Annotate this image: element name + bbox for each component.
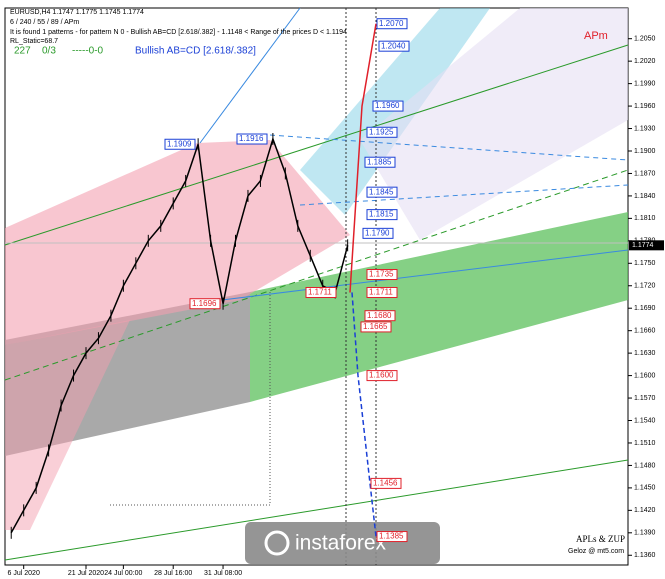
trend-line <box>269 134 629 161</box>
level-label: 1.1385 <box>379 532 404 541</box>
y-tick-label: 1.1630 <box>634 350 656 357</box>
trend-line <box>299 184 629 206</box>
level-label: 1.1960 <box>375 101 400 110</box>
level-label: 1.1680 <box>367 311 392 320</box>
x-tick-label: 31 Jul 08:00 <box>204 570 242 577</box>
current-price-box <box>629 240 664 251</box>
y-tick-label: 1.1900 <box>634 148 656 155</box>
level-label: 1.2040 <box>381 41 406 50</box>
level-label: 1.1735 <box>369 270 394 279</box>
level-label: 1.1696 <box>192 299 217 308</box>
status: Bullish AB=CD [2.618/.382] <box>135 46 256 57</box>
level-label: 1.1665 <box>363 322 388 331</box>
credit: APLs & ZUP <box>576 534 625 544</box>
logo-icon <box>264 530 290 556</box>
green-channel <box>250 212 628 402</box>
level-box <box>364 156 396 168</box>
level-box <box>362 227 394 239</box>
status: 0/3 <box>42 46 56 57</box>
trend-line <box>199 7 301 144</box>
y-tick-label: 1.1360 <box>634 552 656 559</box>
level-box <box>372 100 404 112</box>
level-label: 1.1815 <box>369 210 394 219</box>
y-tick-label: 1.1420 <box>634 507 656 514</box>
trend-line <box>221 249 629 301</box>
y-tick-label: 1.1480 <box>634 462 656 469</box>
y-tick-label: 1.2050 <box>634 36 656 43</box>
y-tick-label: 1.1870 <box>634 170 656 177</box>
level-box <box>236 133 268 145</box>
level-label: 1.1456 <box>373 479 398 488</box>
y-tick-label: 1.2020 <box>634 58 656 65</box>
level-label: 1.1925 <box>369 127 394 136</box>
level-label: 1.1916 <box>239 134 264 143</box>
level-box <box>364 310 396 322</box>
level-box <box>305 286 337 298</box>
level-box <box>366 269 398 281</box>
level-box <box>366 209 398 221</box>
current-price-label: 1.1774 <box>632 242 654 249</box>
trend-line <box>4 459 629 561</box>
header-line: RL_Static=68.7 <box>10 38 58 45</box>
level-box <box>366 126 398 138</box>
pattern-label: APm <box>584 30 608 42</box>
level-label: 1.2070 <box>379 19 404 28</box>
y-tick-label: 1.1450 <box>634 485 656 492</box>
x-tick-label: 21 Jul 2020 <box>68 570 104 577</box>
level-label: 1.1711 <box>369 288 393 297</box>
header-line: EURUSD,H4 1.1747 1.1775 1.1745 1.1774 <box>10 9 144 16</box>
x-tick-label: 24 Jul 00:00 <box>104 570 142 577</box>
level-box <box>366 186 398 198</box>
level-label: 1.1790 <box>365 228 390 237</box>
level-label: 1.1845 <box>369 187 394 196</box>
y-tick-label: 1.1750 <box>634 260 656 267</box>
y-tick-label: 1.1570 <box>634 395 656 402</box>
y-tick-label: 1.1660 <box>634 328 656 335</box>
level-box <box>370 477 402 489</box>
level-box <box>360 321 392 333</box>
projection-up <box>349 23 377 293</box>
pink-zone-lower <box>5 320 130 530</box>
header-line: 6 / 240 / 55 / 89 / APm <box>10 19 79 26</box>
y-tick-label: 1.1690 <box>634 305 656 312</box>
status: -----0-0 <box>72 46 104 57</box>
level-box <box>366 286 398 298</box>
level-box <box>376 18 408 30</box>
level-box <box>164 138 196 150</box>
level-label: 1.1600 <box>369 371 394 380</box>
frame-dotted <box>110 290 271 506</box>
level-label: 1.1909 <box>167 139 192 148</box>
level-label: 1.1711 <box>308 288 332 297</box>
y-tick-label: 1.1930 <box>634 125 656 132</box>
level-box <box>376 531 408 543</box>
y-tick-label: 1.1990 <box>634 80 656 87</box>
y-tick-label: 1.1810 <box>634 215 656 222</box>
x-tick-label: 28 Jul 16:00 <box>154 570 192 577</box>
logo: instaforex <box>295 532 387 555</box>
level-box <box>189 298 221 310</box>
y-tick-label: 1.1540 <box>634 417 656 424</box>
y-tick-label: 1.1600 <box>634 372 656 379</box>
projection-down <box>351 292 377 537</box>
trend-line <box>4 44 629 246</box>
level-label: 1.1885 <box>367 157 392 166</box>
y-tick-label: 1.1390 <box>634 530 656 537</box>
level-box <box>366 370 398 382</box>
credit: Geloz @ mt5.com <box>568 548 624 555</box>
header-line: It is found 1 patterns - for pattern N 0… <box>10 29 347 36</box>
y-tick-label: 1.1510 <box>634 440 656 447</box>
y-tick-label: 1.1840 <box>634 193 656 200</box>
y-tick-label: 1.1720 <box>634 283 656 290</box>
status: 227 <box>14 46 31 57</box>
y-tick-label: 1.1960 <box>634 103 656 110</box>
x-tick-label: 6 Jul 2020 <box>8 570 40 577</box>
price-path <box>10 136 349 534</box>
level-box <box>378 40 410 52</box>
